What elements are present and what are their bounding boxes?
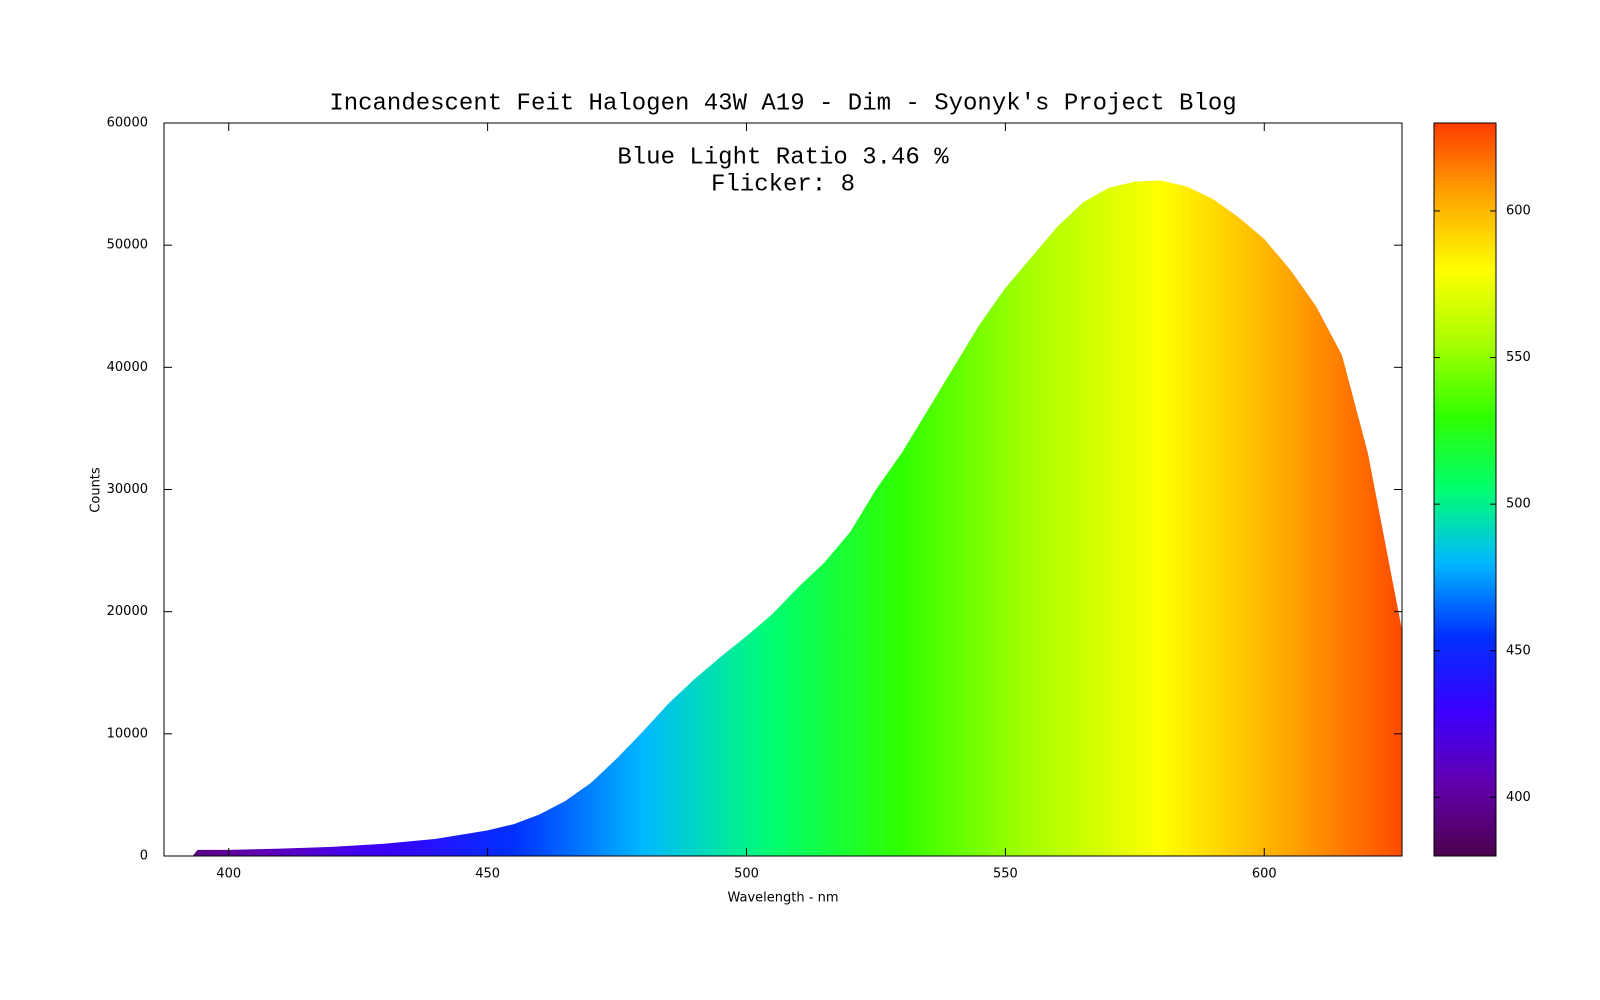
y-tick-label: 50000 — [107, 238, 148, 253]
colorbar-tick-label: 450 — [1506, 643, 1531, 658]
annotation: Blue Light Ratio 3.46 % — [617, 144, 949, 171]
y-axis-label: Counts — [89, 467, 104, 513]
annotation: Flicker: 8 — [711, 171, 855, 198]
y-tick-label: 0 — [140, 849, 148, 864]
x-tick-label: 600 — [1252, 867, 1277, 882]
x-tick-label: 550 — [993, 867, 1018, 882]
colorbar — [1433, 122, 1497, 857]
colorbar-tick-label: 400 — [1506, 790, 1531, 805]
y-tick-label: 10000 — [107, 726, 148, 741]
x-axis-label: Wavelength - nm — [728, 891, 839, 906]
y-tick-label: 30000 — [107, 482, 148, 497]
y-tick-label: 60000 — [107, 116, 148, 131]
x-tick-label: 450 — [475, 867, 500, 882]
colorbar-tick-label: 500 — [1506, 497, 1531, 512]
spectrum-area — [164, 180, 1402, 856]
colorbar-tick-label: 550 — [1506, 350, 1531, 365]
y-tick-label: 40000 — [107, 360, 148, 375]
colorbar-tick-label: 600 — [1506, 203, 1531, 218]
y-tick-label: 20000 — [107, 604, 148, 619]
x-tick-label: 500 — [734, 867, 759, 882]
chart-title: Incandescent Feit Halogen 43W A19 - Dim … — [329, 90, 1236, 117]
x-tick-label: 400 — [216, 867, 241, 882]
